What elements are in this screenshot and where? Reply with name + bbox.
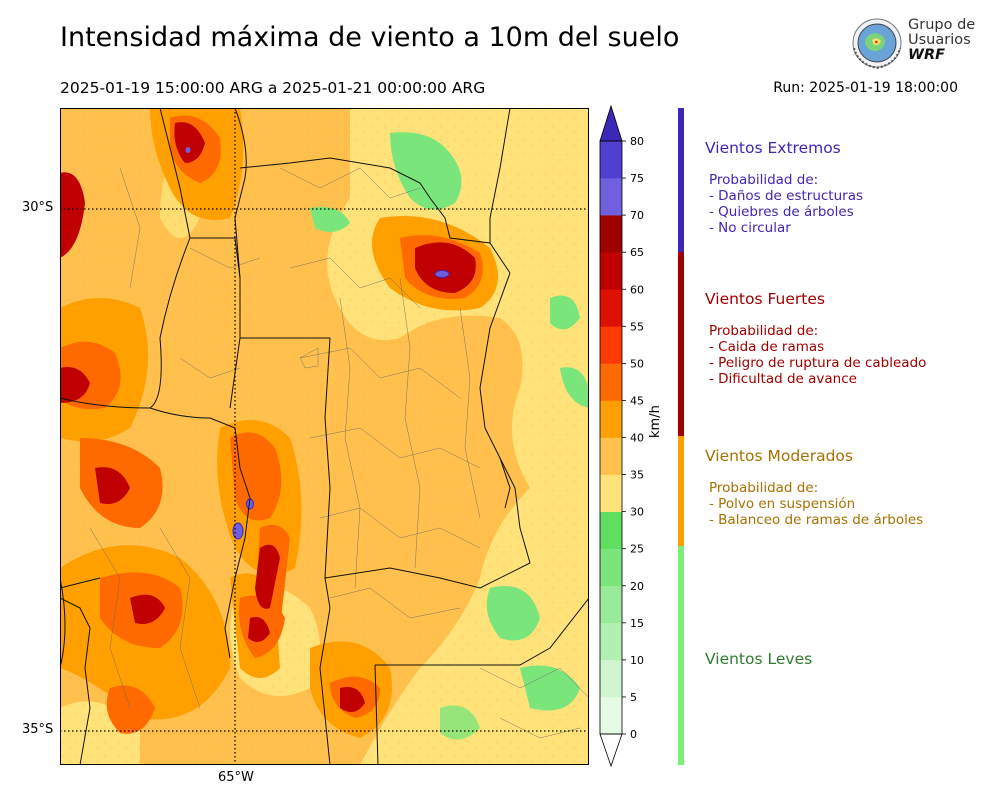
wind-contours [60,108,589,765]
prob-title: Probabilidad de: [709,172,819,188]
forecast-period: 2025-01-19 15:00:00 ARG a 2025-01-21 00:… [60,79,486,97]
colorbar-segment [600,437,622,475]
colorbar-tick-label: 50 [630,357,644,370]
colorbar-tick-label: 65 [630,246,644,259]
colorbar-segment [600,289,622,327]
logo-line-2: Usuarios [908,32,971,48]
colorbar-tick-label: 40 [630,432,644,445]
prob-item: - Quiebres de árboles [709,204,854,220]
colorbar-segment [600,585,622,624]
lat-label-35s: 35°S [22,722,54,737]
lat-label-30s: 30°S [22,200,54,215]
category-probabilities: Probabilidad de: - Caida de ramas - Peli… [705,323,926,387]
category-bar-moderados [678,436,684,546]
lon-label-65w: 65°W [218,770,254,785]
category-bar-fuertes [678,252,684,436]
colorbar-unit-label: km/h [648,405,663,438]
graticule [60,108,589,765]
category-title: Vientos Extremos [705,139,841,157]
category-title: Vientos Moderados [705,447,853,465]
category-extremos: Vientos Extremos Probabilidad de: - Daño… [705,139,863,236]
colorbar-extend-max [599,104,623,142]
colorbar-tick-label: 60 [630,283,644,296]
province-borders [60,108,589,765]
colorbar-segment [600,548,622,587]
colorbar-segment [600,215,622,253]
colorbar-segment [600,141,622,179]
colorbar-segment [600,326,622,364]
colorbar-segment [600,659,622,698]
colorbar-segment [600,363,622,401]
colorbar-segment [600,474,622,512]
prob-item: - Polvo en suspensión [709,496,856,512]
colorbar-tick-label: 20 [630,580,644,593]
map-frame [60,108,589,765]
colorbar-tick-label: 70 [630,209,644,222]
colorbar-segment [600,511,622,549]
category-title: Vientos Leves [705,650,813,668]
colorbar-tick-label: 80 [630,135,644,148]
category-leves: Vientos Leves [705,650,812,668]
colorbar-tick-label: 15 [630,617,644,630]
colorbar-tick-label: 35 [630,469,644,482]
prob-item: - Balanceo de ramas de árboles [709,512,924,528]
colorbar-tick-label: 55 [630,320,644,333]
colorbar-extend-min [599,733,623,768]
colorbar-tick-label: 0 [630,728,637,741]
category-probabilities: Probabilidad de: - Polvo en suspensión -… [705,480,923,528]
department-borders [89,167,589,739]
colorbar-segment [600,178,622,216]
logo-line-1: Grupo de [908,17,976,33]
globe-logo-icon [852,18,902,70]
colorbar-segment [600,252,622,290]
prob-title: Probabilidad de: [709,323,819,339]
colorbar-segment [600,696,622,735]
colorbar-tick-label: 30 [630,506,644,519]
colorbar-segment [600,622,622,661]
run-timestamp: Run: 2025-01-19 18:00:00 [773,80,958,96]
prob-item: - Peligro de ruptura de cableado [709,355,927,371]
category-fuertes: Vientos Fuertes Probabilidad de: - Caida… [705,290,926,387]
wind-map [60,108,589,765]
category-probabilities: Probabilidad de: - Daños de estructuras … [705,172,863,236]
category-moderados: Vientos Moderados Probabilidad de: - Pol… [705,447,923,528]
colorbar-tick-label: 5 [630,691,637,704]
category-bar-extremos [678,108,684,252]
colorbar-segment [600,400,622,438]
colorbar-tick-label: 45 [630,394,644,407]
category-title: Vientos Fuertes [705,290,825,308]
page-title: Intensidad máxima de viento a 10m del su… [60,22,680,53]
prob-item: - Daños de estructuras [709,188,864,204]
category-bar-leves [678,546,684,765]
colorbar: 0 5 10 15 20 25 30 35 40 45 50 55 60 65 70 75 80 [599,104,644,768]
prob-title: Probabilidad de: [709,480,819,496]
grupo-usuarios-wrf-logo: Grupo de Usuarios WRF [848,16,978,72]
prob-item: - Caida de ramas [709,339,825,355]
logo-line-3: WRF [908,47,946,63]
colorbar-tick-label: 75 [630,172,644,185]
colorbar-tick-label: 25 [630,543,644,556]
prob-item: - No circular [709,220,791,236]
colorbar-tick-label: 10 [630,654,644,667]
prob-item: - Dificultad de avance [709,371,857,387]
